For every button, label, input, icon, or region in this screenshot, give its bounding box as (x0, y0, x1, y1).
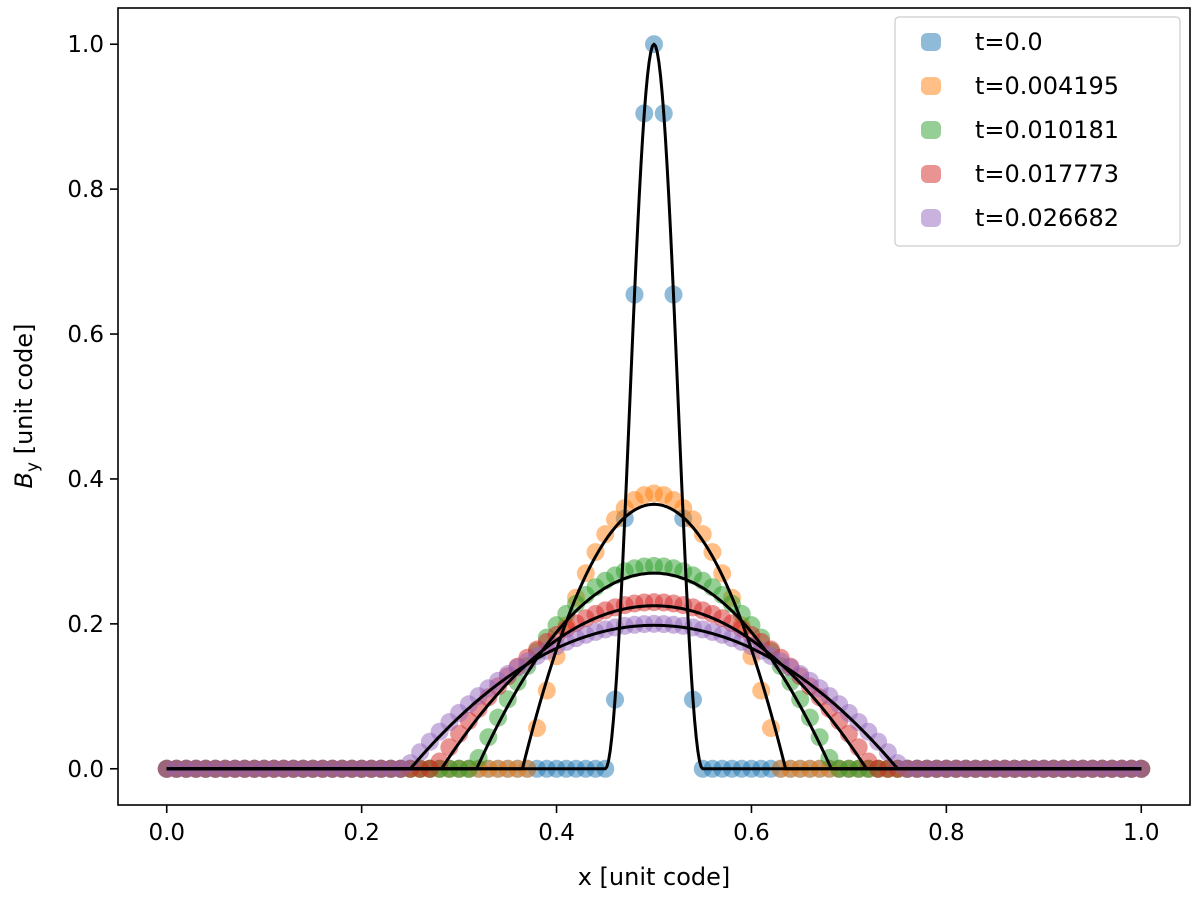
x-axis-ticks: 0.0 0.2 0.4 0.6 0.8 1.0 (148, 805, 1160, 846)
x-tick-label: 0.0 (148, 820, 185, 846)
reference-curves (166, 42, 1142, 771)
legend-marker (921, 209, 941, 227)
legend-marker (921, 121, 941, 139)
data-point (791, 690, 810, 709)
y-tick-label: 0.8 (67, 177, 104, 203)
reference-line-4 (166, 623, 1142, 771)
y-axis-label: By [unit code] (10, 324, 43, 489)
plot-frame (117, 7, 1191, 806)
x-tick-label: 1.0 (1123, 820, 1160, 846)
legend-label: t=0.004195 (975, 72, 1119, 100)
legend-label: t=0.026682 (975, 204, 1119, 232)
data-point (693, 525, 712, 544)
y-tick-label: 0.6 (67, 322, 104, 348)
data-point (498, 690, 517, 709)
legend-label: t=0.0 (975, 28, 1043, 56)
legend-marker (921, 77, 941, 95)
x-tick-label: 0.4 (538, 820, 575, 846)
legend-label: t=0.010181 (975, 116, 1119, 144)
y-tick-label: 1.0 (67, 32, 104, 58)
x-tick-label: 0.2 (343, 820, 380, 846)
x-tick-label: 0.6 (733, 820, 770, 846)
legend-label: t=0.017773 (975, 160, 1119, 188)
y-tick-label: 0.4 (67, 467, 104, 493)
legend-marker (921, 33, 941, 51)
legend-box (894, 16, 1181, 247)
x-axis-label: x [unit code] (578, 863, 731, 891)
y-axis-ticks: 0.0 0.2 0.4 0.6 0.8 1.0 (67, 32, 118, 783)
y-tick-label: 0.2 (67, 612, 104, 638)
legend-marker (921, 165, 941, 183)
y-tick-label: 0.0 (67, 757, 104, 783)
legend: t=0.0 t=0.004195 t=0.010181 t=0.017773 t=0.0… (894, 16, 1181, 247)
x-tick-label: 0.8 (928, 820, 965, 846)
data-point (596, 525, 615, 544)
